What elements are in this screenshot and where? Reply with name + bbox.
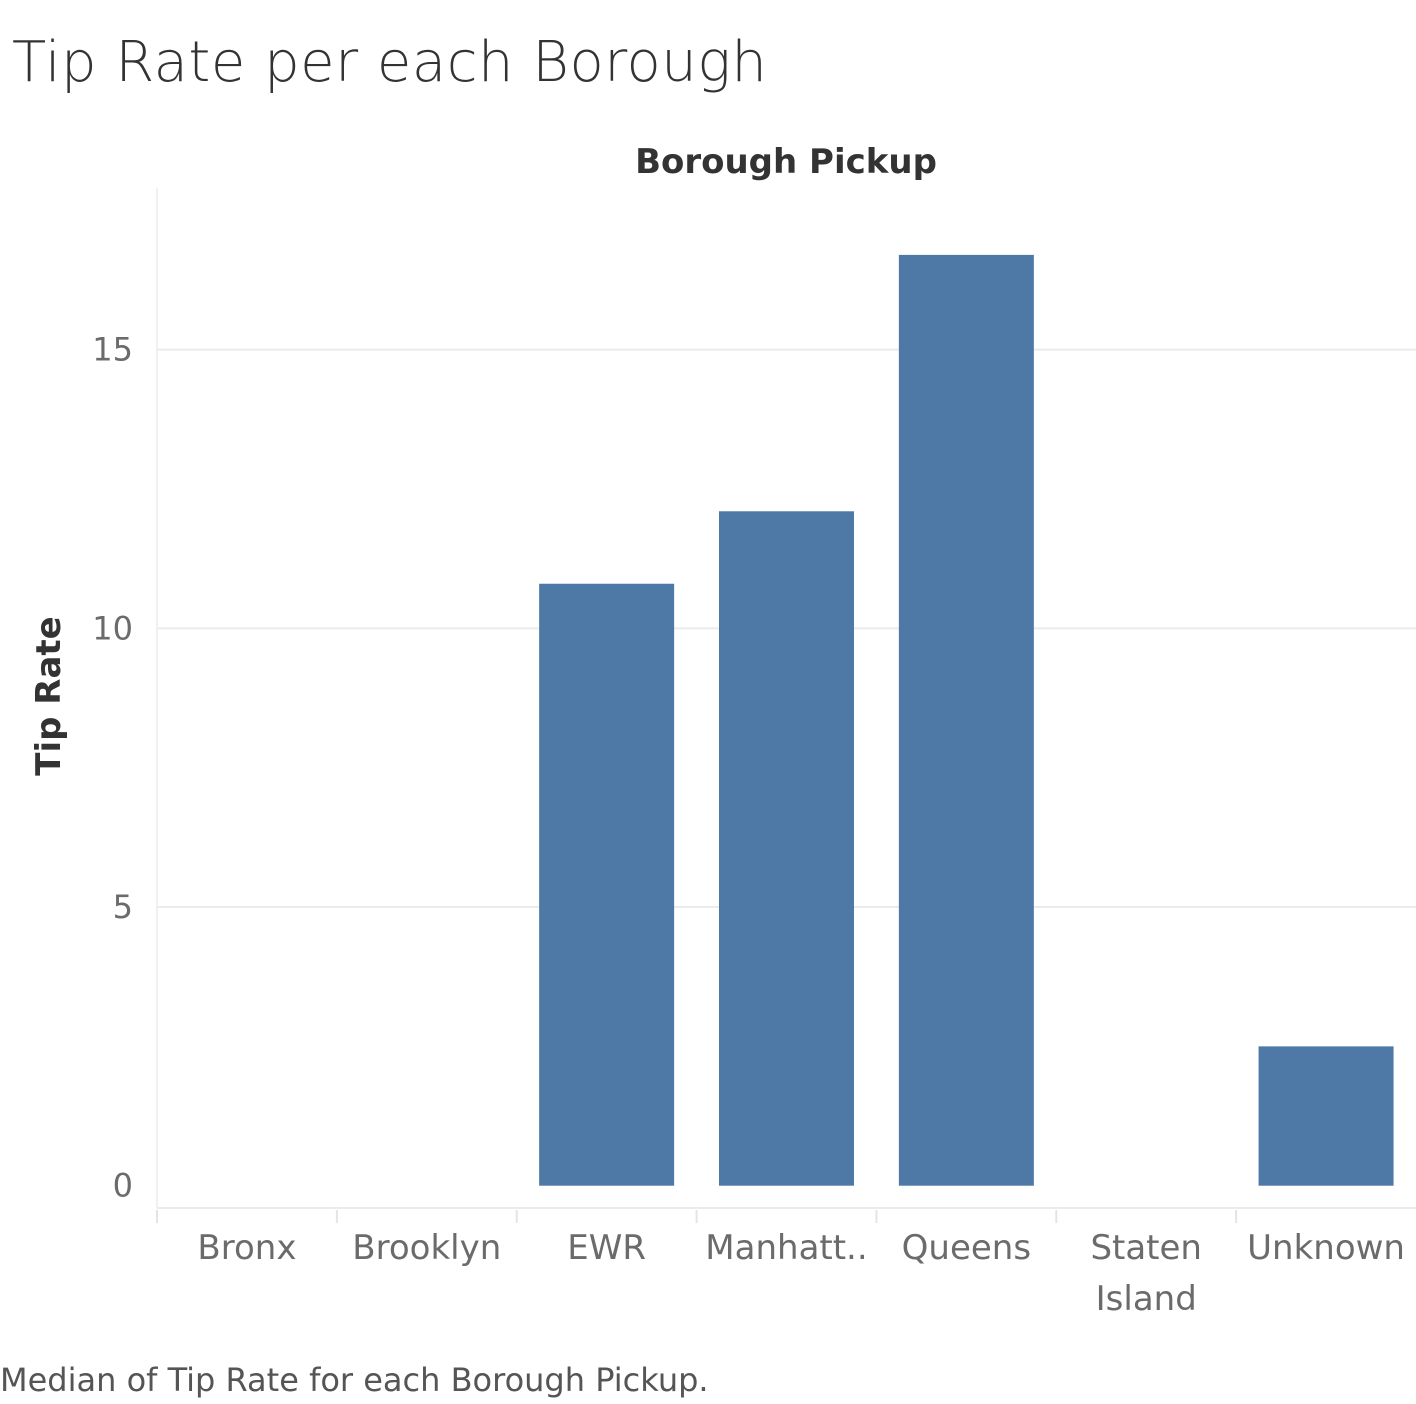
x-tick-label-line: Queens bbox=[902, 1228, 1031, 1268]
x-tick-label: EWR bbox=[567, 1228, 646, 1268]
axes bbox=[156, 188, 1416, 1223]
y-tick-label: 15 bbox=[92, 331, 133, 369]
bars bbox=[539, 254, 1394, 1186]
x-tick-label: Brooklyn bbox=[352, 1228, 501, 1268]
x-tick-label: Staten Island bbox=[1090, 1228, 1202, 1319]
x-tick-label-line: Island bbox=[1096, 1279, 1197, 1319]
x-tick-label: Unknown bbox=[1247, 1228, 1405, 1268]
x-tick-label-line: Staten bbox=[1090, 1228, 1202, 1268]
column-header: Borough Pickup bbox=[635, 142, 937, 182]
bar-chart: 0 5 10 15 Bronx Brooklyn EWR Manhatt.. Queens Sta… bbox=[29, 142, 1416, 1319]
x-tick-label: Manhatt.. bbox=[705, 1228, 867, 1268]
y-tick-label: 0 bbox=[113, 1167, 133, 1205]
x-tick-label-line: Unknown bbox=[1247, 1228, 1405, 1268]
chart-title: Tip Rate per each Borough bbox=[12, 30, 768, 95]
y-tick-label: 10 bbox=[92, 609, 133, 647]
y-axis-label: Tip Rate bbox=[29, 616, 69, 775]
x-tick-label: Queens bbox=[902, 1228, 1031, 1268]
bar bbox=[719, 511, 854, 1186]
bar bbox=[1258, 1046, 1394, 1186]
bar bbox=[898, 254, 1034, 1186]
y-tick-label: 5 bbox=[113, 888, 133, 926]
bar bbox=[539, 583, 675, 1186]
x-tick-label-line: Brooklyn bbox=[352, 1228, 501, 1268]
x-tick-label: Bronx bbox=[197, 1228, 296, 1268]
x-tick-label-line: EWR bbox=[567, 1228, 646, 1268]
chart-caption: Median of Tip Rate for each Borough Pick… bbox=[0, 1361, 709, 1399]
x-tick-label-line: Bronx bbox=[197, 1228, 296, 1268]
axis-text: 0 5 10 15 Bronx Brooklyn EWR Manhatt.. Queens Sta… bbox=[29, 142, 1405, 1319]
x-tick-label-line: Manhatt.. bbox=[705, 1228, 867, 1268]
